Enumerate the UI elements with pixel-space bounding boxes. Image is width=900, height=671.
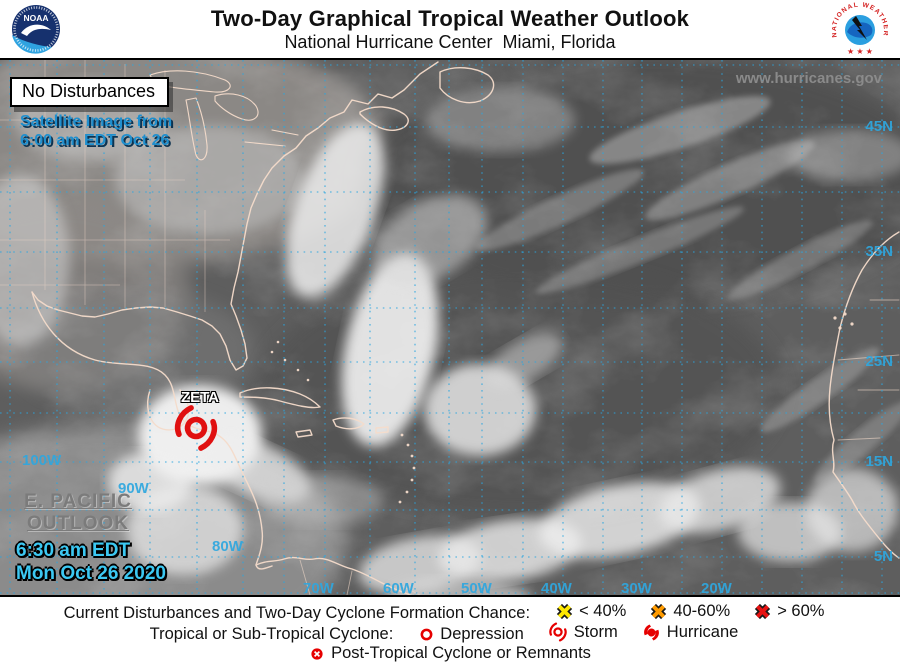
lon-label: 80W — [212, 538, 243, 555]
lat-label: 35N — [865, 243, 893, 260]
legend-item: < 40% — [556, 602, 626, 621]
east-pacific-line2: OUTLOOK — [27, 513, 129, 534]
lon-label: 60W — [383, 580, 414, 597]
issuance-date: Mon Oct 26 2020 — [16, 563, 166, 584]
legend-item: Storm — [548, 622, 618, 642]
noaa-logo[interactable]: NOAA — [11, 4, 61, 54]
legend-row-cyclone-types: Tropical or Sub-Tropical Cyclone: Depres… — [0, 622, 900, 645]
legend-item-label: > 60% — [777, 602, 825, 620]
legend-row-formation-chance: Current Disturbances and Two-Day Cyclone… — [0, 602, 900, 624]
page-title: Two-Day Graphical Tropical Weather Outlo… — [210, 6, 690, 31]
noaa-gull-icon — [21, 24, 51, 36]
x-mark-icon — [755, 603, 771, 620]
lon-label: 100W — [22, 452, 62, 469]
satellite-caption: Satellite Image from 6:00 am EDT Oct 26 — [20, 112, 172, 150]
legend-item: Post-Tropical Cyclone or Remnants — [309, 644, 591, 663]
nws-lightning-icon — [852, 16, 867, 40]
storm-icon — [549, 622, 567, 642]
issuance-time: 6:30 am EDT — [16, 540, 131, 561]
satellite-caption-line1: Satellite Image from — [20, 113, 173, 130]
hurricane-icon — [643, 624, 659, 641]
noaa-logo-wave — [12, 35, 52, 54]
island-specks — [270, 312, 854, 504]
x-mark-icon — [556, 603, 573, 620]
satellite-map: No Disturbances Satellite Image from 6:0… — [0, 60, 900, 597]
satellite-imagery — [0, 60, 900, 595]
coastlines — [31, 61, 900, 595]
lon-label: 70W — [303, 580, 334, 597]
lon-label: 90W — [118, 480, 149, 497]
noaa-logo-text: NOAA — [23, 13, 48, 23]
lat-label: 15N — [865, 453, 893, 470]
legend-row-post-tropical: Post-Tropical Cyclone or Remnants — [0, 644, 900, 666]
legend-item-label: Hurricane — [666, 623, 739, 641]
page-subtitle: National Hurricane Center Miami, Florida — [284, 32, 616, 52]
legend-item: Hurricane — [642, 623, 739, 642]
lat-label: 45N — [865, 118, 893, 135]
nws-logo-stars: ★ ★ ★ — [847, 47, 873, 56]
noaa-logo-rim-text — [13, 6, 59, 52]
state-borders — [0, 60, 230, 312]
issuance-timestamp: 6:30 am EDT Mon Oct 26 2020 — [16, 539, 166, 585]
lat-label: 25N — [865, 353, 893, 370]
x-mark-icon — [651, 603, 667, 620]
legend-row1-label: Current Disturbances and Two-Day Cyclone… — [63, 604, 531, 622]
website-watermark[interactable]: www.hurricanes.gov — [735, 70, 882, 87]
graticule-gridlines — [0, 60, 900, 595]
lon-label: 40W — [541, 580, 572, 597]
legend-item-label: < 40% — [579, 602, 627, 620]
cloud-systems — [0, 80, 900, 595]
legend-item-label: Depression — [440, 625, 524, 643]
lon-label: 20W — [701, 580, 732, 597]
no-disturbances-banner: No Disturbances — [10, 77, 170, 107]
satellite-caption-line2: 6:00 am EDT Oct 26 — [20, 132, 170, 149]
nws-logo[interactable]: NATIONAL WEATHER SERVICE ★ ★ ★ — [832, 2, 888, 58]
tropical-storm-icon[interactable] — [172, 404, 220, 452]
east-pacific-line1: E. PACIFIC — [24, 491, 132, 512]
legend-item: Depression — [419, 625, 524, 644]
legend-item-label: Storm — [573, 622, 618, 641]
storm-name-label: ZETA — [180, 389, 220, 406]
legend: Current Disturbances and Two-Day Cyclone… — [0, 597, 900, 671]
legend-item: > 60% — [754, 602, 824, 621]
post-tropical-icon — [311, 648, 323, 660]
lat-label: 5N — [873, 548, 893, 565]
legend-item: 40-60% — [650, 602, 730, 621]
legend-item-label: 40-60% — [673, 602, 731, 620]
legend-item-label: Post-Tropical Cyclone or Remnants — [331, 644, 591, 663]
legend-row2-label: Tropical or Sub-Tropical Cyclone: — [149, 625, 394, 643]
lon-label: 50W — [461, 580, 492, 597]
depression-icon — [420, 628, 433, 641]
header: NOAA Two-Day Graphical Tropical Weather … — [0, 0, 900, 60]
lon-label: 30W — [621, 580, 652, 597]
east-pacific-outlook-link[interactable]: E. PACIFIC OUTLOOK — [22, 491, 134, 535]
